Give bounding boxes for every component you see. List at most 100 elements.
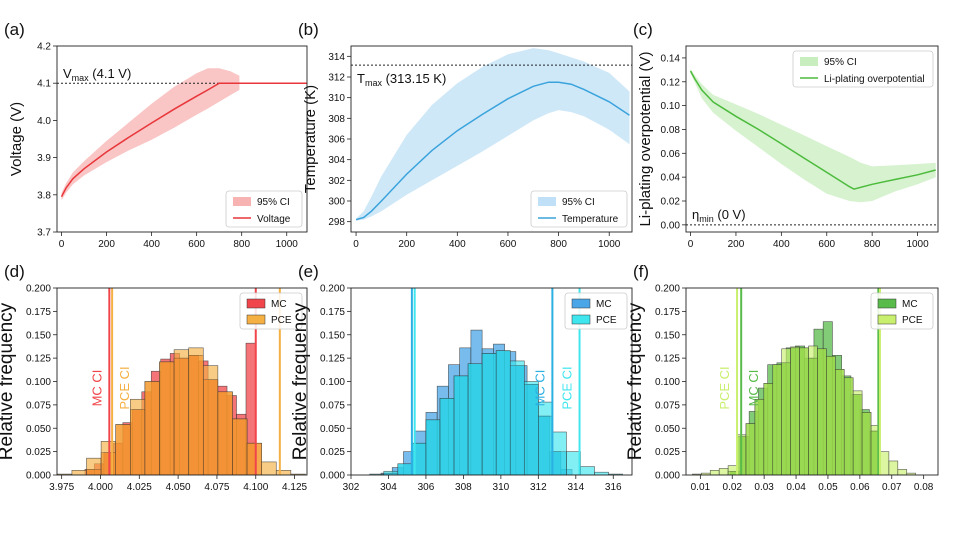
- y-tick-label: 0.200: [26, 284, 51, 295]
- panel-5: MC CI PCE CI MC PCE 302 304 306 308 310 312 314 316…: [290, 262, 633, 493]
- overlap-bar: [397, 463, 413, 475]
- panel-3: ηmin (0 V) 95% CI Li-plating overpotential…: [633, 20, 939, 250]
- overlap-bar: [188, 355, 204, 475]
- overlap-bar: [173, 357, 189, 475]
- legend-pce-swatch: [877, 314, 897, 325]
- y-tick-label: 308: [328, 114, 345, 125]
- pce-bar: [608, 473, 623, 475]
- overlap-bar: [203, 379, 219, 475]
- legend-ci-label: 95% CI: [824, 57, 857, 68]
- pce-bar: [71, 470, 87, 475]
- limit-label-main: T: [357, 71, 365, 86]
- legend-line-label: Voltage: [257, 214, 291, 225]
- x-tick-label: 302: [343, 482, 360, 493]
- x-tick-label: 0.02: [723, 482, 743, 493]
- x-tick-label: 308: [455, 482, 472, 493]
- y-tick-label: 3.7: [37, 228, 51, 239]
- legend-pce-label: PCE: [596, 315, 617, 326]
- legend-ci-label: 95% CI: [562, 197, 595, 208]
- y-tick-label: 0.150: [26, 330, 51, 341]
- legend-pce-label: PCE: [271, 315, 292, 326]
- y-tick-label: 298: [328, 217, 345, 228]
- overlap-bar: [799, 347, 809, 475]
- x-tick-label: 400: [773, 239, 790, 250]
- panel-4: MC CI PCE CI MC PCE 3.975 4.000 4.025 4.050 4.07…: [0, 262, 308, 493]
- overlap-bar: [552, 451, 567, 475]
- axes-frame: [56, 45, 308, 233]
- ci-band: [690, 68, 936, 203]
- y-tick-label: 3.8: [37, 190, 51, 201]
- legend-box: [792, 50, 934, 88]
- x-tick-label: 0.01: [691, 482, 711, 493]
- x-tick-label: 0: [59, 239, 65, 250]
- y-tick-label: 0.050: [655, 424, 680, 435]
- panel-6: PCE CI MC CI MC PCE 0.01 0.02 0.03 0.04 0.05 0.06…: [625, 262, 939, 493]
- x-tick-label: 306: [418, 482, 435, 493]
- limit-label-main: V: [63, 66, 72, 81]
- y-tick-label: 0.125: [655, 354, 680, 365]
- overlap-bar: [159, 361, 175, 475]
- y-tick-label: 0.025: [26, 447, 51, 458]
- legend-line-label: Li-plating overpotential: [824, 74, 925, 85]
- y-tick-label: 0.050: [26, 424, 51, 435]
- legend-ci-swatch: [233, 197, 251, 206]
- y-tick-label: 302: [328, 176, 345, 187]
- ci-label: PCE CI: [717, 366, 732, 409]
- y-tick-label: 314: [328, 52, 345, 63]
- y-axis-label: Voltage (V): [8, 102, 25, 176]
- legend-ci-label: 95% CI: [257, 197, 290, 208]
- pce-bar: [897, 469, 908, 475]
- y-tick-label: 0.075: [320, 400, 345, 411]
- panel-label: (b): [298, 20, 319, 39]
- legend-mc-swatch: [877, 298, 897, 309]
- legend: MC PCE: [564, 292, 628, 330]
- y-tick-label: 4.2: [37, 42, 51, 53]
- legend: MC PCE: [870, 292, 934, 330]
- x-tick-label: 0.03: [754, 482, 774, 493]
- x-tick-label: 4.050: [166, 482, 191, 493]
- y-tick-label: 306: [328, 135, 345, 146]
- y-tick-label: 312: [328, 73, 345, 84]
- overlap-bar: [481, 353, 497, 475]
- overlap-bar: [835, 369, 845, 475]
- legend-pce-swatch: [246, 314, 266, 325]
- ci-label: MC CI: [532, 370, 547, 407]
- y-tick-label: 0.100: [320, 377, 345, 388]
- x-tick-label: 3.975: [49, 482, 74, 493]
- overlap-bar: [781, 362, 791, 475]
- legend-mc-label: MC: [902, 299, 918, 310]
- limit-label-sub: min: [699, 214, 714, 224]
- legend-mc-swatch: [571, 298, 591, 309]
- y-tick-label: 0.14: [661, 53, 681, 64]
- y-tick-label: 0.025: [320, 447, 345, 458]
- x-tick-label: 4.125: [282, 482, 307, 493]
- pce-bar: [879, 451, 890, 475]
- panel-label: (c): [633, 20, 653, 39]
- overlap-bar: [115, 424, 131, 475]
- x-tick-label: 600: [500, 239, 517, 250]
- x-tick-label: 200: [98, 239, 115, 250]
- x-tick-label: 1000: [598, 239, 621, 250]
- x-tick-label: 304: [380, 482, 397, 493]
- overlap-bar: [246, 442, 262, 475]
- y-tick-label: 4.1: [37, 79, 51, 90]
- plot-area: [686, 68, 938, 226]
- legend: MC PCE: [239, 292, 303, 330]
- legend-mc-swatch: [246, 298, 266, 309]
- legend-ci-swatch: [538, 197, 556, 206]
- pce-bar: [261, 461, 277, 475]
- y-tick-label: 0.175: [655, 307, 680, 318]
- y-tick-label: 0.000: [320, 471, 345, 482]
- limit-label-rest: (4.1 V): [89, 66, 132, 81]
- limit-label: Vmax (4.1 V): [63, 66, 131, 83]
- legend-mc-label: MC: [596, 299, 612, 310]
- pce-bar: [594, 471, 609, 475]
- ci-band: [61, 68, 240, 201]
- x-tick-label: 600: [818, 239, 835, 250]
- y-tick-label: 0.050: [320, 424, 345, 435]
- overlap-bar: [808, 357, 818, 475]
- overlap-bar: [495, 350, 511, 475]
- ci-label: PCE CI: [560, 366, 575, 409]
- overlap-bar: [217, 391, 233, 475]
